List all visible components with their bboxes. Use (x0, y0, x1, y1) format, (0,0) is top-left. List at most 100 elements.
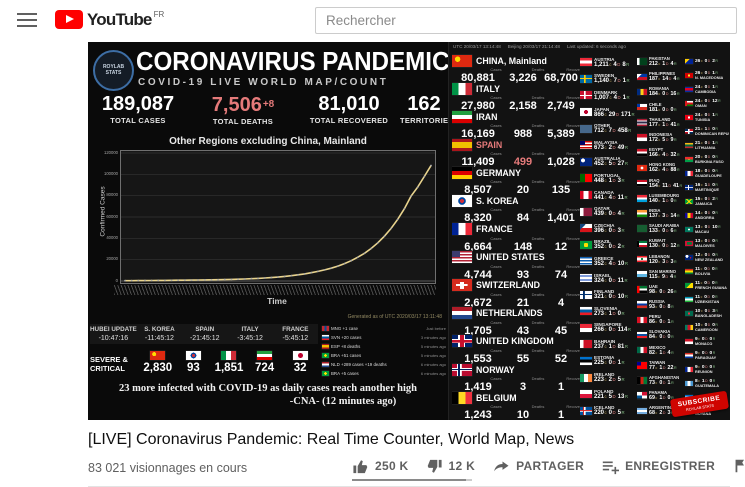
flag-mo-icon (685, 226, 693, 232)
country-row: UAE 98c 0D 26R (637, 282, 685, 297)
feed-text: NLD +289 cases +19 deaths (331, 362, 387, 367)
country-row: 9c 0D 0R REUNION (685, 362, 729, 376)
country-values: 396c 0D 3R (594, 227, 625, 234)
feed-text: ESP +8 deaths (331, 344, 361, 349)
country-row: CHILE 181c 0D 0R (637, 100, 685, 115)
country-values: 73c 0D 1R (649, 380, 674, 387)
stat-label: TOTAL RECOVERED (309, 116, 389, 125)
flag-es-icon (322, 344, 329, 349)
flag-kr-icon (452, 194, 472, 207)
country-name: PARAGUAY (695, 355, 717, 360)
stat-value: 7,506+8 (211, 94, 275, 116)
youtube-header: YouTube FR (0, 0, 745, 40)
dislike-button[interactable]: 12 K (426, 458, 476, 475)
share-label: PARTAGER (516, 459, 585, 473)
country-values: 10c 0D 3R (695, 308, 718, 314)
flag-re-icon (685, 366, 693, 372)
country-values: 9c 0D 0R (695, 364, 716, 370)
country-values: 154c 11D 41R (649, 182, 683, 189)
country-subheaders: CasesDeathsRecovered (490, 123, 580, 129)
search-input[interactable] (315, 7, 737, 34)
country-values: 352c 4D 10R (594, 260, 628, 267)
youtube-play-icon (55, 10, 83, 29)
country-name: OMAN (695, 103, 707, 108)
country-values: 8c 1D 0R (695, 378, 716, 384)
feed-text: BRA +5 cases (331, 371, 359, 376)
country-subheaders: CasesDeathsRecovered (490, 291, 580, 297)
country-values: 12c 0D 0R (695, 252, 718, 258)
dashboard-title: CORONAVIRUS PANDEMIC (136, 46, 450, 76)
video-player[interactable]: ROYLAB STATS CORONAVIRUS PANDEMIC COVID-… (88, 42, 730, 420)
country-name: INDONESIA (649, 132, 673, 138)
flag-tn-icon (685, 114, 693, 120)
dislike-count: 12 K (448, 459, 476, 473)
flag-pe-icon (637, 316, 647, 324)
flag-ie-icon (580, 373, 592, 382)
country-row: 11c 0D 0R BOLIVIA (685, 264, 729, 278)
flag-eg-icon (637, 149, 647, 156)
like-ratio-bar (352, 479, 472, 481)
country-name: SWEDEN (594, 73, 615, 79)
country-values: 1,419 3 1 (464, 381, 565, 394)
country-name: GUADELOUPE (695, 173, 722, 178)
feed-time: 3 minutes ago (420, 335, 446, 340)
country-name: BAHRAIN (594, 338, 616, 344)
country-values: 1,705 43 45 (464, 324, 568, 337)
save-button[interactable]: ENREGISTRER (601, 457, 715, 475)
country-name: CAMEROON (695, 327, 718, 332)
flag-in-icon (637, 210, 647, 217)
country-row: BAHRAIN 237c 1D 81R (580, 336, 637, 353)
country-row: POLAND 221c 5D 13R (580, 386, 637, 403)
flag-af-icon (637, 377, 647, 384)
stat-value: 162 (407, 93, 441, 115)
flag-gr-icon (580, 257, 592, 266)
country-name: LUXEMBOURG (649, 192, 680, 198)
flag-br-icon (322, 353, 329, 358)
report-button[interactable] (732, 458, 745, 474)
flag-pa-icon (637, 392, 647, 399)
country-values: 16c 1D 0R (695, 182, 718, 188)
flag-de-icon (452, 166, 472, 179)
country-values: 273c 1D 0R (594, 310, 625, 317)
feed-item: MNG +1 case Just before (322, 324, 446, 333)
news-ticker-line2: -CNA- (12 minutes ago) (289, 396, 397, 407)
share-button[interactable]: PARTAGER (492, 457, 584, 475)
feed-time: 5 minutes ago (420, 344, 446, 349)
flag-ar-icon (637, 407, 647, 415)
thumb-up-icon (353, 459, 368, 473)
flag-cn-icon (452, 54, 472, 67)
country-values: 4,744 93 74 (464, 268, 568, 281)
generated-timestamp: Generated as of UTC 2020/03/17 13:11:48 (347, 314, 442, 320)
country-column-major: CHINA, MainlandCasesDeathsRecovered80,88… (452, 54, 580, 420)
countdown-time: -3:45:12 (237, 335, 263, 342)
countdown-time: -11:45:12 (144, 335, 174, 342)
country-row: 16c 1D 0R MARTINIQUE (685, 180, 729, 194)
country-row: 8c 1D 0R GUATEMALA (685, 376, 729, 390)
country-values: 26c 0D 2R (695, 58, 718, 64)
country-row: SAUDI ARABIA 133c 0D 6R (637, 221, 685, 236)
country-values: 187c 14D 4R (649, 76, 680, 83)
country-name: NORWAY (476, 364, 515, 375)
flag-nl-icon (452, 307, 472, 320)
country-name: INDIA (649, 207, 661, 213)
youtube-logo[interactable]: YouTube FR (55, 10, 164, 29)
country-name: THAILAND (649, 116, 671, 122)
like-button[interactable]: 250 K (352, 458, 409, 475)
country-values: 11,409 499 1,028 (461, 156, 575, 169)
flag-my-icon (580, 141, 592, 150)
country-name: CANADA (594, 189, 614, 195)
country-name: GUATEMALA (695, 383, 719, 388)
flag-kr-icon (185, 351, 201, 360)
feed-item: ESP +8 deaths 5 minutes ago (322, 342, 446, 351)
country-name: LEBANON (649, 253, 670, 259)
chart: Other Regions excluding China, Mainland … (94, 136, 442, 314)
menu-icon[interactable] (17, 13, 37, 27)
country-subheaders: CasesDeathsRecovered (490, 319, 580, 325)
flag-mx-icon (637, 346, 647, 354)
flag-bo-icon (685, 268, 693, 274)
